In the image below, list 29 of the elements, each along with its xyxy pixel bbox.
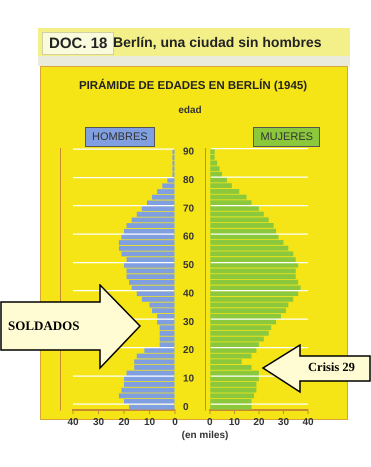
y-tick-label: 70: [183, 203, 195, 214]
y-tick-label: 30: [183, 316, 195, 328]
chart-subtitle: PIRÁMIDE DE EDADES EN BERLÍN (1945): [78, 80, 308, 92]
y-tick-label: 60: [183, 232, 195, 243]
x-tick-label: 0: [172, 416, 178, 428]
x-tick-label: 30: [92, 416, 104, 428]
x-tick-label: 30: [278, 416, 290, 428]
text: DOC. 18: [42, 32, 114, 55]
y-tick-label: 0: [183, 402, 189, 413]
x-tick-label: 40: [302, 416, 314, 428]
y-tick-label: 80: [183, 174, 195, 186]
annotation: SOLDADOS: [8, 318, 80, 334]
y-tick-label: 20: [183, 345, 195, 356]
y-tick-label: 50: [183, 260, 195, 272]
y-axis-title: edad: [177, 105, 203, 116]
text: HOMBRES: [85, 127, 155, 147]
x-axis-title: (en miles): [180, 430, 230, 441]
x-tick-label: 10: [228, 416, 240, 428]
text: MUJERES: [253, 127, 320, 147]
text: Berlín, una ciudad sin hombres: [113, 34, 322, 50]
annotation: Crisis 29: [308, 360, 355, 375]
y-tick-label: 10: [183, 374, 195, 385]
x-tick-label: 10: [144, 416, 156, 428]
x-tick-label: 20: [118, 416, 130, 428]
y-tick-label: 40: [183, 288, 195, 300]
y-tick-label: 90: [183, 146, 195, 158]
x-tick-label: 0: [207, 416, 213, 428]
x-tick-label: 40: [67, 416, 79, 428]
x-tick-label: 20: [253, 416, 265, 428]
